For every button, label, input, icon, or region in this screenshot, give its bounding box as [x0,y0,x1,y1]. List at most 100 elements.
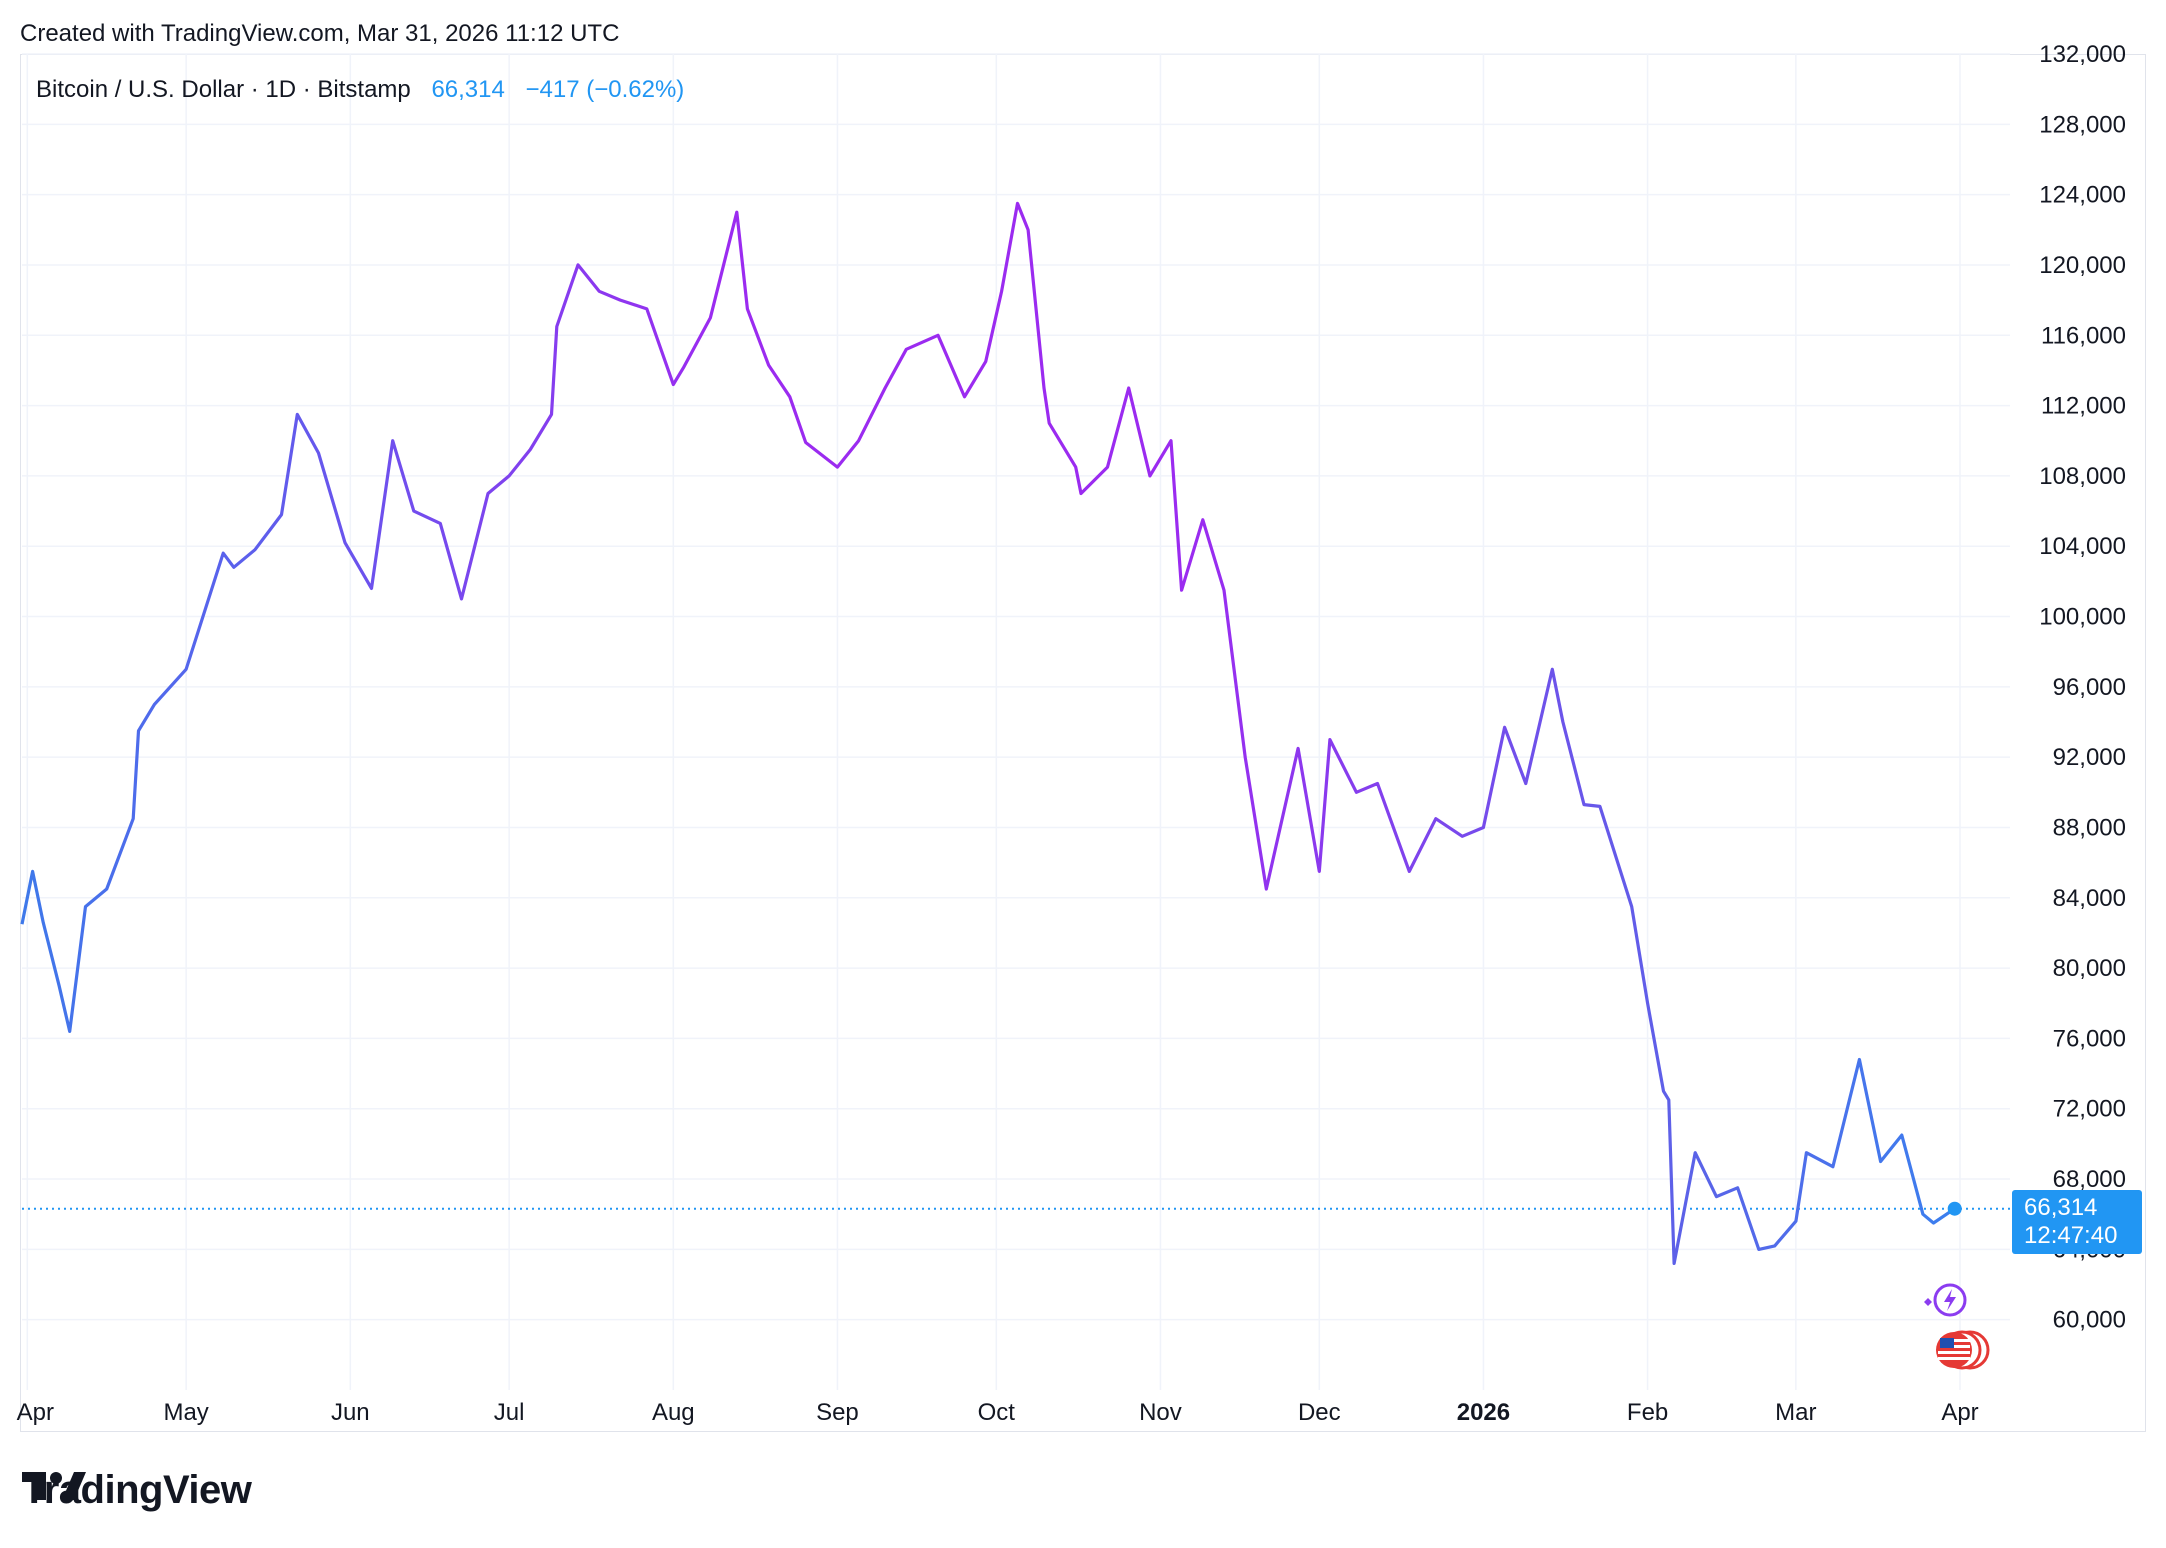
data-point [1645,1000,1651,1006]
chart-credit: Created with TradingView.com, Mar 31, 20… [20,20,620,47]
data-point [368,585,374,591]
data-point [1242,754,1248,760]
data-point [56,983,62,989]
data-point [1735,1185,1741,1191]
price-tag-price: 66,314 [2024,1194,2098,1221]
x-tick-label: Apr [1941,1399,1978,1426]
data-point [1480,824,1486,830]
data-point [803,439,809,445]
data-point [1179,587,1185,593]
legend-price: 66,314 [431,76,505,103]
data-point [294,411,300,417]
data-point [411,508,417,514]
data-point [220,550,226,556]
data-point [83,904,89,910]
x-tick-label: Jul [494,1399,525,1426]
x-tick-label: Dec [1298,1399,1341,1426]
data-point [983,359,989,365]
data-point [1078,490,1084,496]
data-point [458,596,464,602]
data-point [787,394,793,400]
data-point [1221,587,1227,593]
x-tick-label: 2026 [1457,1399,1510,1426]
data-point [1168,438,1174,444]
data-point [30,868,36,874]
price-tag: 66,314 12:47:40 [2012,1190,2142,1254]
data-point [834,464,840,470]
x-tick-label: Sep [816,1399,859,1426]
x-tick-label: Jun [331,1399,370,1426]
data-point [1931,1220,1937,1226]
data-point [1713,1194,1719,1200]
us-flag-event-icon[interactable] [1928,1326,1998,1378]
series-line-btcusd[interactable] [20,201,1956,1265]
y-tick-label: 100,000 [2039,604,2126,631]
data-point [1459,833,1465,839]
data-point [527,447,533,453]
y-tick-label: 112,000 [2041,393,2126,420]
y-axis: 132,000 128,000 124,000 120,000 116,000 112,0… [2039,41,2126,1334]
y-tick-label: 84,000 [2053,885,2126,912]
data-point [707,315,713,321]
data-point [67,1028,73,1034]
data-point [1041,385,1047,391]
data-point [596,288,602,294]
data-point [999,288,1005,294]
data-point [670,381,676,387]
tradingview-logo[interactable]: TradingView [22,1468,252,1513]
data-point [316,450,322,456]
y-tick-label: 60,000 [2053,1307,2126,1334]
y-tick-label: 108,000 [2039,463,2126,490]
tradingview-logo-icon [22,1472,86,1500]
data-point [1200,517,1206,523]
data-point [342,540,348,546]
y-tick-label: 80,000 [2053,955,2126,982]
legend-change: −417 (−0.62%) [525,76,685,103]
chart-legend: Bitcoin / U.S. Dollar · 1D · Bitstamp 66… [36,76,684,104]
y-tick-label: 72,000 [2053,1096,2126,1123]
data-point [1046,420,1052,426]
data-point [1581,802,1587,808]
data-point [130,816,136,822]
data-point [1353,789,1359,795]
data-point [549,411,555,417]
data-point [1327,737,1333,743]
data-point [766,362,772,368]
data-point [575,262,581,268]
data-point [1406,868,1412,874]
data-point [734,209,740,215]
x-tick-label: Apr [17,1399,54,1426]
y-tick-label: 120,000 [2039,252,2126,279]
data-point [506,473,512,479]
data-point [962,394,968,400]
y-tick-label: 104,000 [2039,533,2126,560]
data-point [1104,464,1110,470]
data-point [1523,781,1529,787]
series-points [19,200,1958,1266]
x-tick-label: Nov [1139,1399,1182,1426]
data-point [644,306,650,312]
x-tick-label: Oct [978,1399,1016,1426]
data-point [1597,803,1603,809]
data-point [1671,1260,1677,1266]
data-point [1147,473,1153,479]
data-point [1263,886,1269,892]
data-point [1560,719,1566,725]
x-tick-label: May [163,1399,208,1426]
data-point [1295,745,1301,751]
data-point [1126,385,1132,391]
price-tag-countdown: 12:47:40 [2024,1222,2118,1249]
data-point [935,332,941,338]
data-point [1025,227,1031,233]
flash-icon[interactable] [1916,1276,1976,1326]
data-point [1756,1246,1762,1252]
data-point [1316,868,1322,874]
data-point [1660,1088,1666,1094]
chart-grid [22,53,2010,1390]
data-point [1920,1211,1926,1217]
y-tick-label: 96,000 [2053,674,2126,701]
data-point [135,728,141,734]
data-point [1502,724,1508,730]
x-tick-label: Feb [1627,1399,1668,1426]
